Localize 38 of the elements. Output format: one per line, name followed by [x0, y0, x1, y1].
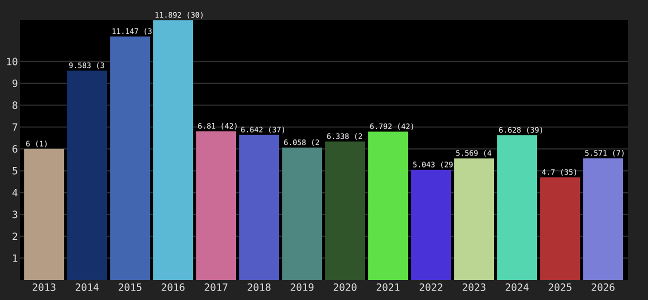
x-tick-label: 2021	[376, 283, 400, 291]
bar	[282, 148, 322, 280]
x-tick-label: 2017	[204, 283, 228, 291]
bar	[110, 36, 150, 280]
x-tick-label: 2019	[290, 283, 314, 291]
y-tick-label: 8	[12, 101, 18, 109]
bar	[239, 134, 280, 280]
bar	[411, 170, 452, 280]
y-tick-label: 9	[12, 80, 18, 88]
y-tick-label: 10	[7, 58, 18, 66]
y-tick-label: 3	[12, 210, 18, 218]
x-tick-label: 2016	[162, 283, 184, 291]
bar	[153, 20, 194, 280]
x-tick-label: 2024	[506, 283, 529, 291]
bar	[325, 142, 366, 280]
x-tick-label: 2025	[548, 283, 572, 291]
x-tick-label: 2026	[592, 283, 614, 291]
y-tick-label: 1	[13, 254, 18, 262]
x-tick-label: 2022	[420, 283, 442, 291]
x-tick-label: 2015	[118, 283, 142, 291]
bar	[368, 132, 408, 280]
x-tick-label: 2013	[32, 283, 56, 291]
bar	[24, 148, 64, 280]
bar	[196, 131, 236, 280]
bar	[583, 158, 624, 280]
x-tick-label: 2014	[76, 283, 99, 291]
x-tick-label: 2023	[462, 283, 486, 291]
y-tick-label: 4	[12, 188, 18, 196]
y-tick-label: 5	[12, 167, 18, 174]
x-tick-label: 2020	[334, 283, 356, 291]
y-tick-label: 2	[12, 232, 18, 240]
bar	[454, 158, 494, 280]
bar	[540, 177, 580, 280]
y-tick-label: 7	[12, 123, 18, 131]
bar	[67, 70, 108, 280]
y-tick-label: 6	[12, 145, 18, 153]
x-tick-label: 2018	[248, 283, 270, 291]
bar	[497, 135, 538, 280]
